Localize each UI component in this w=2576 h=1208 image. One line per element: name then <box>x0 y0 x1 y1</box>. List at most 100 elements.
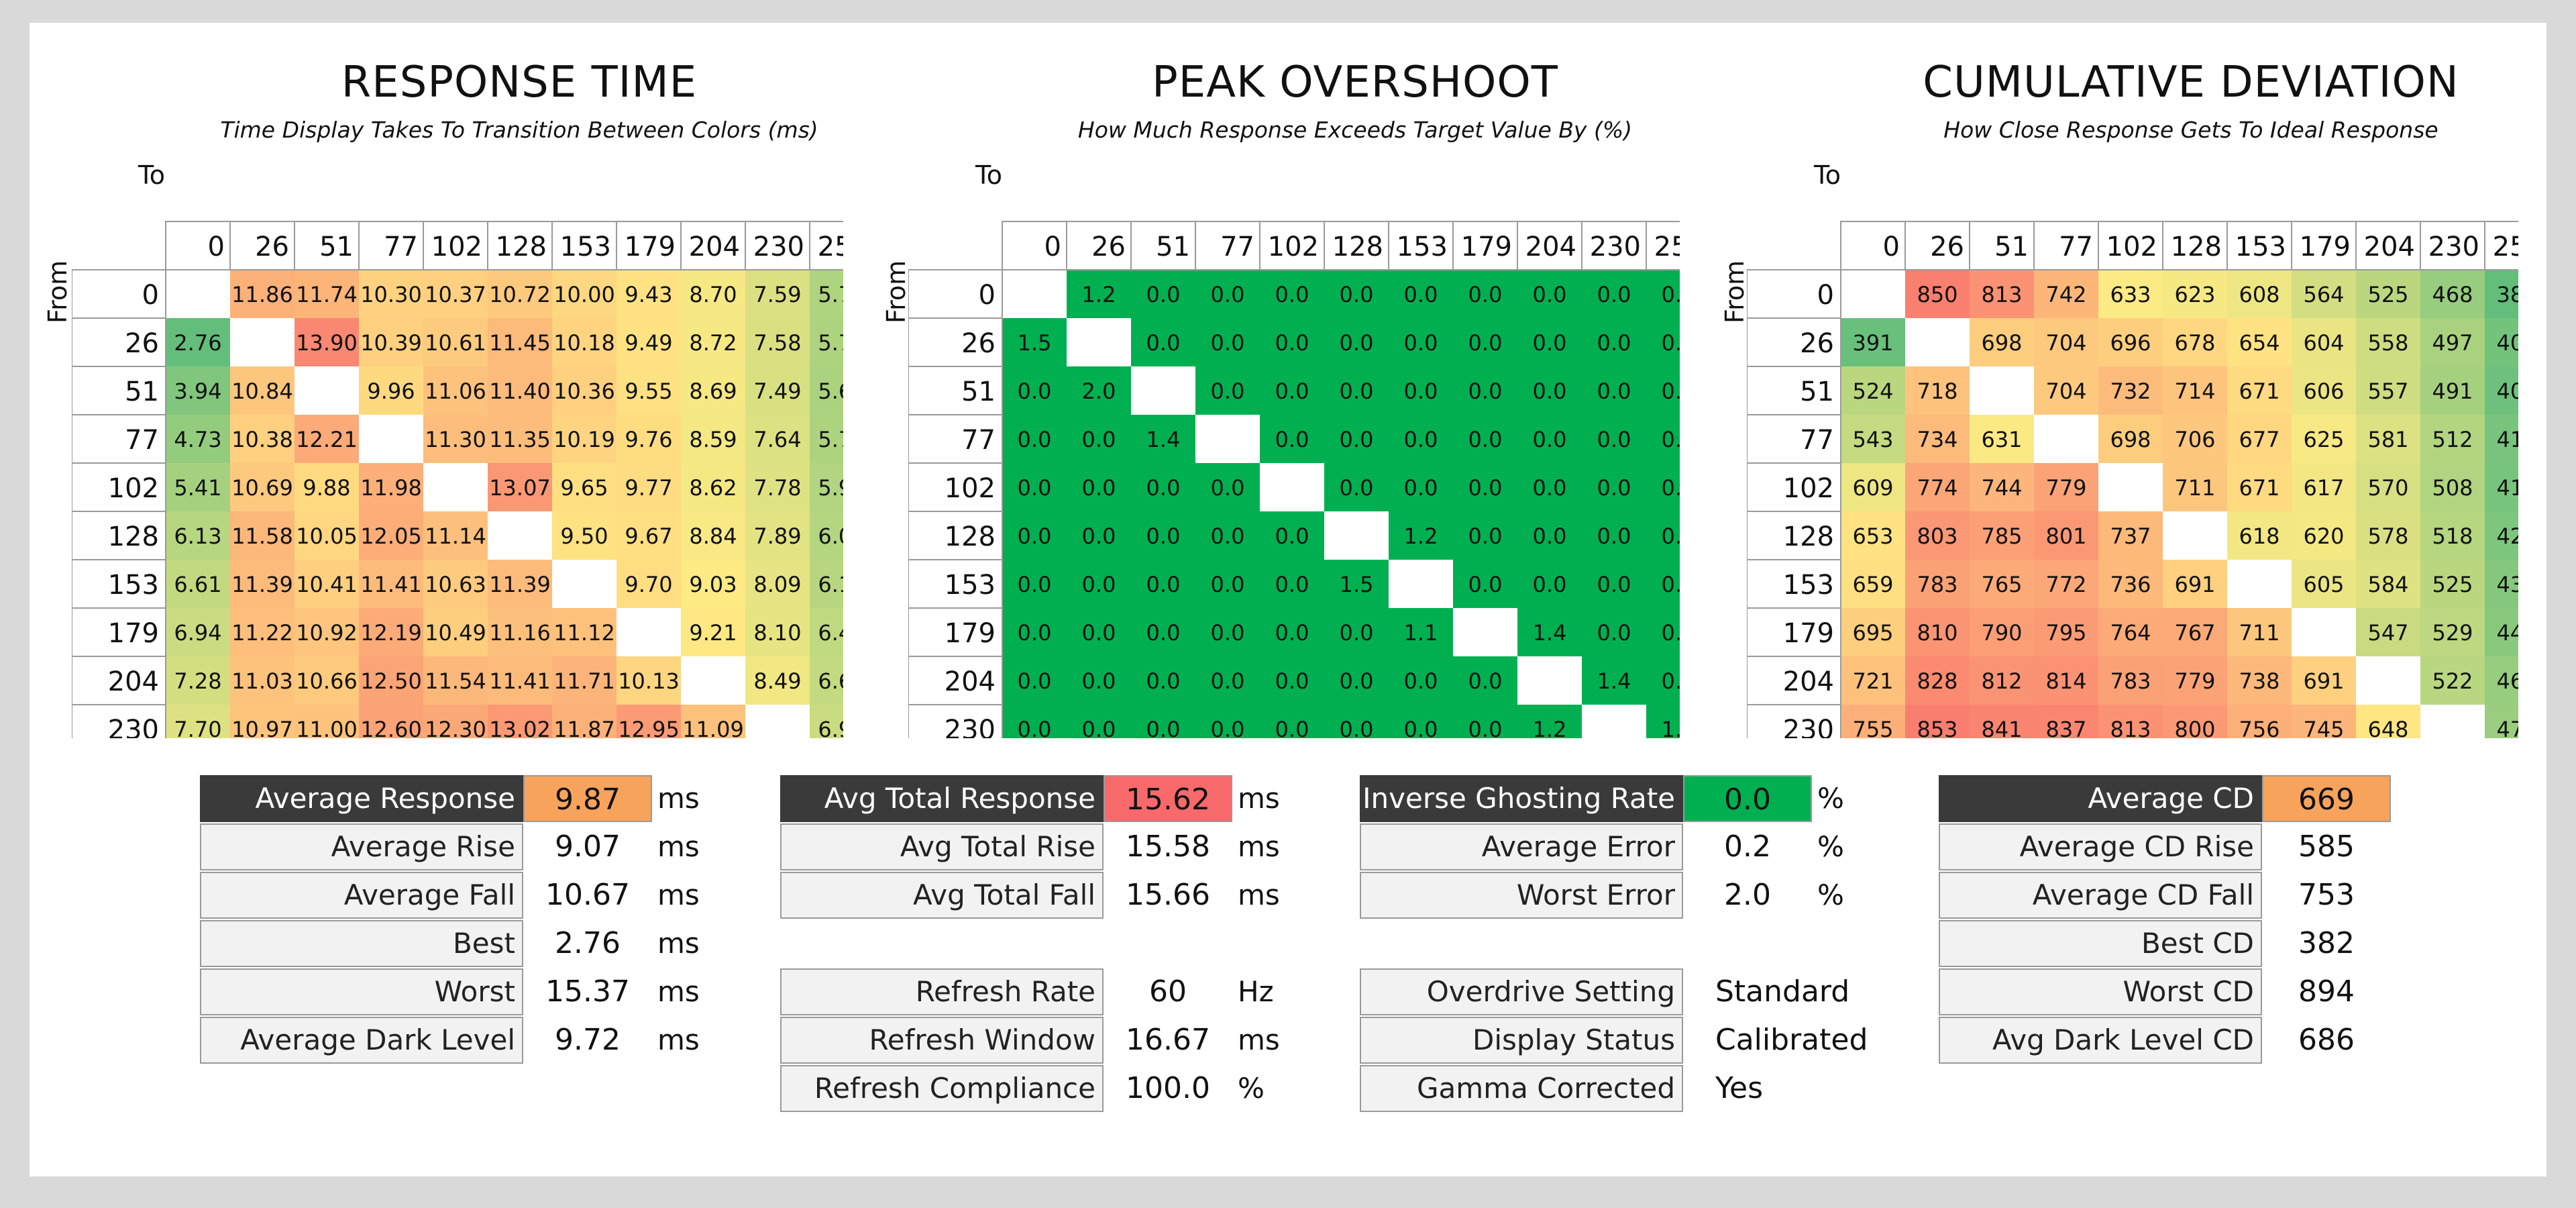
heatmap-cell-value: 0.0 <box>1340 717 1374 738</box>
heatmap-cell <box>616 270 681 318</box>
heatmap-cell-value: 732 <box>2110 379 2151 404</box>
heatmap-cell <box>2227 270 2292 318</box>
row-header-cell <box>1747 559 1841 609</box>
heatmap-cell-value: 0.0 <box>1468 282 1503 307</box>
peak-overshoot-title: PEAK OVERSHOOT <box>1152 58 1558 107</box>
heatmap-cell <box>359 270 423 318</box>
col-header-label: 102 <box>1268 232 1319 262</box>
heatmap-cell <box>1841 608 1905 656</box>
heatmap-cell <box>1260 608 1324 656</box>
stat-value: 9.07 <box>555 829 621 864</box>
peak-overshoot-subtitle: How Much Response Exceeds Target Value B… <box>1077 117 1633 143</box>
heatmap-cell <box>616 705 681 738</box>
heatmap-cell-value: 0.0 <box>1468 717 1503 738</box>
heatmap-cell-value: 543 <box>1852 427 1893 452</box>
heatmap-cell <box>1260 366 1324 415</box>
heatmap-cell <box>552 608 616 656</box>
stat-unit: ms <box>657 1023 700 1056</box>
heatmap-cell <box>2485 656 2518 705</box>
heatmap-cell-value: 9.76 <box>625 427 672 452</box>
heatmap-cell <box>1905 608 1970 656</box>
heatmap-cell <box>810 705 843 738</box>
col-header-cell <box>358 221 424 270</box>
row-header-label: 26 <box>961 328 996 359</box>
row-header-label: 204 <box>1783 666 1834 697</box>
col-header-cell <box>2484 221 2518 270</box>
stat-label: Refresh Window <box>780 1017 1104 1064</box>
heatmap-cell-value: 10.41 <box>296 572 358 597</box>
col-header-label: 77 <box>384 232 418 262</box>
heatmap-cell-value: 837 <box>2045 717 2086 738</box>
heatmap-cell-value: 828 <box>1917 668 1957 694</box>
heatmap-cell <box>1646 270 1680 318</box>
heatmap-cell-value: 7.64 <box>753 427 801 452</box>
heatmap-cell-value: 7.70 <box>174 717 221 738</box>
heatmap-cell <box>1582 318 1646 366</box>
heatmap-cell-value: 1.4 <box>1597 668 1631 694</box>
heatmap-cell <box>2356 560 2420 608</box>
heatmap-cell-value: 0.0 <box>1211 330 1245 356</box>
col-header-label: 128 <box>1332 232 1383 262</box>
heatmap-cell-value: 704 <box>2045 330 2086 356</box>
heatmap-cell <box>1453 318 1517 366</box>
heatmap-cell-value: 1.1 <box>1404 620 1438 646</box>
col-header-cell <box>2162 221 2228 270</box>
heatmap-cell-value: 744 <box>1981 475 2022 501</box>
heatmap-cell-value: 11.87 <box>553 717 615 738</box>
heatmap-cell-value: 659 <box>1852 572 1893 597</box>
heatmap-cell <box>1970 270 2034 318</box>
heatmap-cell-value: 7.58 <box>753 330 801 356</box>
stat-label: Average Dark Level <box>200 1017 523 1064</box>
heatmap-cell-value: 671 <box>2239 475 2279 501</box>
heatmap-cell <box>2098 463 2163 511</box>
heatmap-cell <box>745 705 810 738</box>
row-header-cell <box>1747 511 1841 560</box>
heatmap-cell <box>2485 366 2518 415</box>
col-header-label: 102 <box>2106 232 2157 262</box>
heatmap-cell-value: 0.0 <box>1146 572 1181 597</box>
heatmap-cell <box>294 656 359 705</box>
heatmap-cell-value: 0.0 <box>1597 427 1631 452</box>
heatmap-cell <box>1324 656 1389 705</box>
col-header-cell <box>1581 221 1647 270</box>
col-header-label: 0 <box>208 232 225 262</box>
heatmap-cell <box>294 560 359 608</box>
heatmap-cell <box>1389 318 1453 366</box>
heatmap-cell <box>1195 560 1260 608</box>
heatmap-cell-value: 623 <box>2174 282 2215 307</box>
heatmap-cell <box>1841 656 1905 705</box>
stat-label: Worst Error <box>1360 872 1683 919</box>
stat-label: Average CD Fall <box>1939 872 2262 919</box>
heatmap-cell-value: 578 <box>2367 523 2408 549</box>
heatmap-cell-value: 774 <box>1917 475 1957 501</box>
stat-unit: ms <box>657 878 700 911</box>
heatmap-cell-value: 0.0 <box>1533 475 1567 501</box>
heatmap-cell <box>1453 415 1517 463</box>
heatmap-cell-value: 12.05 <box>360 523 422 549</box>
heatmap-cell-value: 813 <box>2110 717 2151 738</box>
row-header-cell <box>908 366 1003 415</box>
heatmap-cell <box>2485 608 2518 656</box>
heatmap-cell <box>1260 318 1324 366</box>
heatmap-cell-value: 0.0 <box>1275 282 1309 307</box>
heatmap-cell <box>1260 511 1324 560</box>
heatmap-cell-value: 468 <box>2432 282 2473 307</box>
heatmap-cell-value: 5.79 <box>818 282 843 307</box>
heatmap-cell <box>1195 318 1260 366</box>
col-header-cell <box>1904 221 1970 270</box>
heatmap-cell <box>1646 415 1680 463</box>
stat-label: Avg Dark Level CD <box>1939 1017 2262 1064</box>
heatmap-cell <box>1389 270 1453 318</box>
heatmap-cell-value: 0.0 <box>1662 523 1680 549</box>
heatmap-cell-value: 785 <box>1981 523 2022 549</box>
heatmap-cell-value: 0.0 <box>1275 427 1309 452</box>
heatmap-cell <box>2356 705 2420 738</box>
heatmap-cell <box>1841 318 1905 366</box>
heatmap-cell-value: 0.0 <box>1211 282 1245 307</box>
heatmap-cell <box>2163 415 2227 463</box>
heatmap-cell-value: 0.0 <box>1597 330 1631 356</box>
heatmap-cell <box>1582 656 1646 705</box>
col-header-label: 179 <box>625 232 676 262</box>
row-header-cell <box>908 414 1003 464</box>
row-header-cell <box>1747 269 1841 319</box>
